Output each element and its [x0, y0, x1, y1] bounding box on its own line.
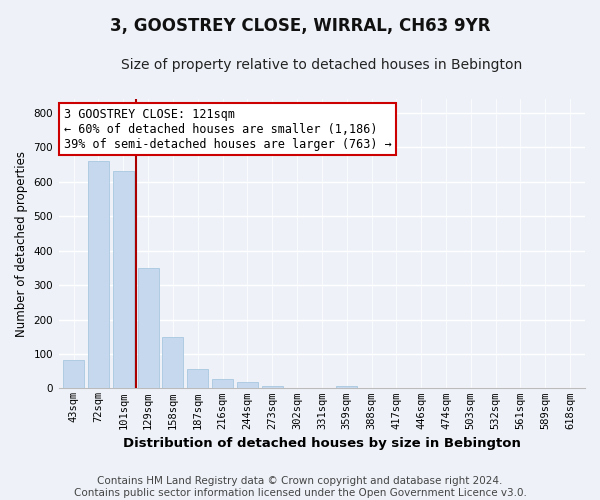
- X-axis label: Distribution of detached houses by size in Bebington: Distribution of detached houses by size …: [123, 437, 521, 450]
- Bar: [237, 382, 258, 388]
- Bar: [63, 360, 84, 388]
- Bar: [187, 369, 208, 388]
- Text: 3, GOOSTREY CLOSE, WIRRAL, CH63 9YR: 3, GOOSTREY CLOSE, WIRRAL, CH63 9YR: [110, 18, 490, 36]
- Bar: [88, 161, 109, 388]
- Title: Size of property relative to detached houses in Bebington: Size of property relative to detached ho…: [121, 58, 523, 71]
- Text: 3 GOOSTREY CLOSE: 121sqm
← 60% of detached houses are smaller (1,186)
39% of sem: 3 GOOSTREY CLOSE: 121sqm ← 60% of detach…: [64, 108, 392, 150]
- Bar: [212, 379, 233, 388]
- Text: Contains HM Land Registry data © Crown copyright and database right 2024.
Contai: Contains HM Land Registry data © Crown c…: [74, 476, 526, 498]
- Bar: [163, 338, 184, 388]
- Y-axis label: Number of detached properties: Number of detached properties: [15, 150, 28, 336]
- Bar: [336, 386, 357, 388]
- Bar: [137, 268, 158, 388]
- Bar: [262, 386, 283, 388]
- Bar: [113, 172, 134, 388]
